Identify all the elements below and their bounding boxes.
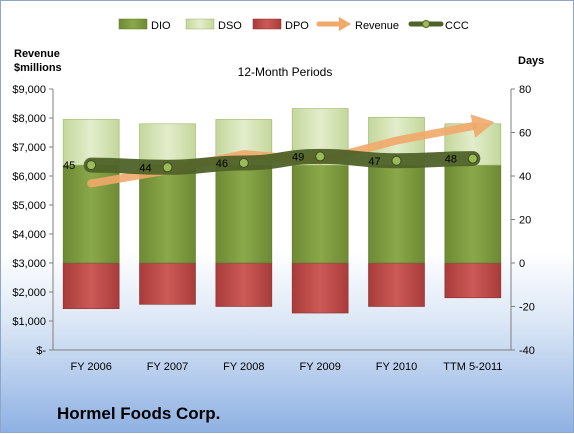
x-axis-tick-labels: FY 2006 FY 2007 FY 2008 FY 2009 FY 2010 TTM 5… xyxy=(70,361,502,373)
right-axis-ticks: -40 -20 0 20 40 60 80 xyxy=(511,84,535,357)
dpo-bar xyxy=(62,262,120,309)
ccc-point xyxy=(238,157,249,168)
right-axis-tick-label: 40 xyxy=(519,171,531,183)
left-axis-tick-label: $1,000 xyxy=(12,316,46,328)
dso-bar xyxy=(139,123,196,166)
ccc-point xyxy=(315,151,326,162)
legend-item-revenue: Revenue xyxy=(316,17,399,32)
revenue-arrowhead xyxy=(470,114,495,138)
left-axis-tick-label: $5,000 xyxy=(12,200,46,212)
ccc-data-label: 48 xyxy=(445,154,457,166)
ccc-data-label: 45 xyxy=(63,160,75,172)
legend-item-dpo: DPO xyxy=(252,18,309,32)
ccc-data-label: 46 xyxy=(216,158,228,170)
x-axis-tick-label: FY 2007 xyxy=(147,361,188,373)
dpo-bar xyxy=(444,262,502,299)
chart-title: 12-Month Periods xyxy=(238,65,333,79)
right-axis-tick-label: 60 xyxy=(519,128,531,140)
legend: DIO DSO DPO Revenue CCC xyxy=(118,17,469,32)
right-axis-title: Days xyxy=(518,55,544,67)
right-axis-tick-label: 0 xyxy=(519,258,525,270)
ccc-data-label: 44 xyxy=(139,162,151,174)
dpo-bar xyxy=(139,262,196,305)
ccc-line xyxy=(83,148,481,175)
dio-bar xyxy=(368,164,425,264)
left-axis-tick-label: $9,000 xyxy=(12,84,46,96)
x-axis-tick-label: FY 2010 xyxy=(376,361,417,373)
ccc-data-label: 49 xyxy=(292,151,304,163)
legend-item-dso: DSO xyxy=(185,18,242,32)
ccc-point xyxy=(467,153,478,164)
right-axis-tick-label: 20 xyxy=(519,215,531,227)
left-axis-tick-label: $3,000 xyxy=(12,258,46,270)
dpo-bar xyxy=(291,262,349,314)
ccc-point xyxy=(162,162,173,173)
right-axis-tick-label: -20 xyxy=(519,302,535,314)
right-axis-tick-label: -40 xyxy=(519,345,535,357)
x-axis-tick-label: FY 2006 xyxy=(70,361,111,373)
right-axis-tick-label: 80 xyxy=(519,84,531,96)
x-axis-tick-label: FY 2008 xyxy=(223,361,264,373)
left-axis-tick-label: $2,000 xyxy=(12,287,46,299)
legend-item-dio: DIO xyxy=(118,18,171,32)
company-name: Hormel Foods Corp. xyxy=(57,404,221,423)
dio-bar xyxy=(139,164,196,264)
legend-label-ccc: CCC xyxy=(445,20,469,32)
left-axis-tick-label: $8,000 xyxy=(12,113,46,125)
left-axis-tick-label: $7,000 xyxy=(12,142,46,154)
left-axis-tick-label: $6,000 xyxy=(12,171,46,183)
ccc-series: 45 44 46 49 47 48 xyxy=(63,148,481,175)
legend-label-dio: DIO xyxy=(151,20,171,32)
x-axis-tick-label: FY 2009 xyxy=(299,361,340,373)
left-axis-title-line2: $millions xyxy=(14,62,62,74)
dio-bar xyxy=(291,164,349,264)
ccc-point xyxy=(391,155,402,166)
dpo-bar xyxy=(215,262,273,307)
left-axis-tick-label: $- xyxy=(36,345,46,357)
dio-bar xyxy=(444,164,502,264)
dio-bar xyxy=(215,164,273,264)
legend-label-dso: DSO xyxy=(218,20,242,32)
left-axis-ticks: $- $1,000 $2,000 $3,000 $4,000 $5,000 $6,000 $7… xyxy=(12,84,53,357)
dpo-bar xyxy=(368,262,425,307)
x-axis-tick-label: TTM 5-2011 xyxy=(443,361,502,373)
bars xyxy=(62,108,502,314)
ccc-point xyxy=(86,160,97,171)
left-axis-tick-label: $4,000 xyxy=(12,229,46,241)
legend-label-dpo: DPO xyxy=(285,20,309,32)
left-axis-title-line1: Revenue xyxy=(14,48,60,60)
legend-label-revenue: Revenue xyxy=(355,20,399,32)
ccc-data-label: 47 xyxy=(368,156,380,168)
legend-item-ccc: CCC xyxy=(408,20,469,32)
